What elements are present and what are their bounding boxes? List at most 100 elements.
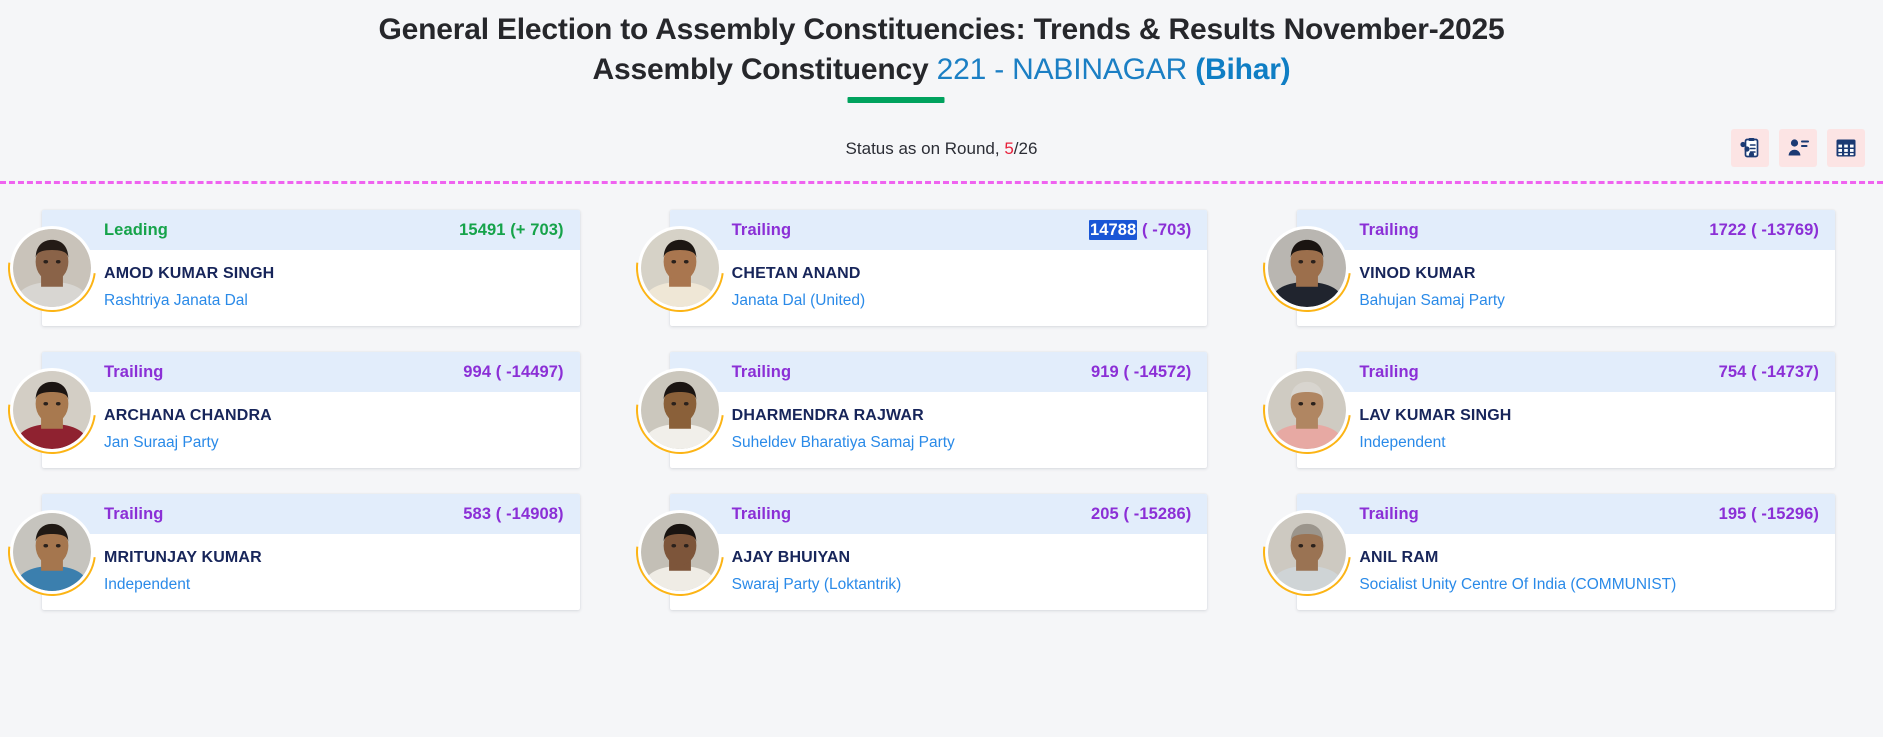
- candidate-photo: [640, 229, 719, 307]
- page-title-line2: Assembly Constituency 221 - NABINAGAR (B…: [0, 50, 1883, 103]
- vote-summary: 205 ( -15286): [1091, 505, 1191, 524]
- candidate-photo: [1268, 229, 1347, 307]
- candidate-party[interactable]: Rashtriya Janata Dal: [104, 292, 248, 309]
- candidate-card[interactable]: Trailing 195 ( -15296) ANIL RAM Socialist U…: [1297, 494, 1835, 610]
- round-current: 5: [1004, 139, 1014, 158]
- vote-count: 14788: [1088, 219, 1138, 240]
- candidate-photo: [13, 229, 91, 307]
- page-header: General Election to Assembly Constituenc…: [0, 0, 1883, 184]
- candidate-card[interactable]: Leading 15491 (+ 703) AMOD KUMAR SINGH Rash…: [42, 210, 580, 326]
- candidate-photo: [13, 371, 91, 449]
- candidate-party[interactable]: Socialist Unity Centre Of India (COMMUNI…: [1359, 576, 1677, 593]
- vote-summary: 14788 ( -703): [1088, 219, 1192, 240]
- avatar: [1245, 348, 1370, 472]
- candidate-name: CHETAN ANAND: [731, 265, 861, 282]
- candidate-cell: Trailing 195 ( -15296) ANIL RAM Socialist U…: [1245, 490, 1883, 614]
- vote-summary: 583 ( -14908): [463, 505, 563, 524]
- candidate-card[interactable]: Trailing 919 ( -14572) DHARMENDRA RAJWAR Su…: [669, 352, 1208, 468]
- vote-margin: ( -14572): [1118, 362, 1192, 381]
- candidate-card[interactable]: Trailing 754 ( -14737) LAV KUMAR SINGH Inde…: [1297, 352, 1835, 468]
- avatar-inner: [1268, 371, 1347, 449]
- candidate-cell: Leading 15491 (+ 703) AMOD KUMAR SINGH Rash…: [0, 206, 628, 330]
- candidate-card-header: Trailing 14788 ( -703): [669, 210, 1208, 250]
- title-underline: [847, 97, 944, 103]
- vote-count: 994: [463, 362, 492, 381]
- avatar: [617, 348, 742, 472]
- vote-summary: 15491 (+ 703): [459, 221, 564, 240]
- status-row: Status as on Round, 5/26: [0, 127, 1883, 171]
- candidate-party[interactable]: Swaraj Party (Loktantrik): [731, 576, 902, 593]
- candidate-photo: [13, 513, 91, 591]
- candidate-card[interactable]: Trailing 205 ( -15286) AJAY BHUIYAN Swaraj …: [669, 494, 1208, 610]
- status-badge: Trailing: [104, 504, 164, 523]
- candidate-name: VINOD KUMAR: [1359, 265, 1476, 282]
- candidate-card-body: ANIL RAM Socialist Unity Centre Of India …: [1297, 534, 1835, 596]
- avatar-inner: [640, 371, 719, 449]
- avatar-inner: [13, 371, 91, 449]
- vote-margin: (+ 703): [505, 220, 564, 239]
- vote-summary: 919 ( -14572): [1091, 363, 1191, 382]
- vote-margin: ( -15296): [1746, 504, 1819, 523]
- candidate-party[interactable]: Independent: [104, 576, 191, 593]
- vote-summary: 195 ( -15296): [1719, 505, 1819, 524]
- avatar-inner: [1268, 229, 1347, 307]
- candidate-card-header: Trailing 583 ( -14908): [42, 494, 580, 534]
- constituency-name[interactable]: NABINAGAR: [1012, 53, 1188, 86]
- vote-margin: ( -14497): [491, 362, 564, 381]
- constituencywise-results-button[interactable]: [1731, 129, 1769, 167]
- table-grid-icon: [1834, 136, 1858, 160]
- candidate-party[interactable]: Suheldev Bharatiya Samaj Party: [731, 434, 955, 451]
- candidate-cell: Trailing 994 ( -14497) ARCHANA CHANDRA Jan …: [0, 348, 628, 472]
- candidate-card[interactable]: Trailing 994 ( -14497) ARCHANA CHANDRA Jan …: [42, 352, 580, 468]
- vote-margin: ( -703): [1137, 220, 1192, 239]
- avatar: [1245, 490, 1370, 614]
- page-title-line1: General Election to Assembly Constituenc…: [378, 13, 1505, 46]
- avatar: [0, 490, 114, 614]
- status-badge: Trailing: [1359, 362, 1419, 381]
- candidate-name: AMOD KUMAR SINGH: [104, 265, 275, 282]
- candidate-photo: [1268, 371, 1347, 449]
- avatar-inner: [640, 229, 719, 307]
- person-list-icon: [1786, 136, 1810, 160]
- vote-margin: ( -13769): [1746, 220, 1819, 239]
- candidate-party[interactable]: Jan Suraaj Party: [104, 434, 219, 451]
- candidate-card-header: Trailing 195 ( -15296): [1297, 494, 1835, 534]
- candidate-card-body: CHETAN ANAND Janata Dal (United): [670, 250, 1208, 312]
- candidate-card[interactable]: Trailing 14788 ( -703) CHETAN ANAND Janata …: [669, 210, 1208, 326]
- constituencywise-results-icon: [1738, 136, 1762, 160]
- candidate-party[interactable]: Bahujan Samaj Party: [1359, 292, 1505, 309]
- avatar-inner: [13, 229, 91, 307]
- candidate-cell: Trailing 583 ( -14908) MRITUNJAY KUMAR Inde…: [0, 490, 628, 614]
- state-name[interactable]: (Bihar): [1195, 53, 1291, 86]
- candidate-cell: Trailing 754 ( -14737) LAV KUMAR SINGH Inde…: [1245, 348, 1883, 472]
- roundwise-table-button[interactable]: [1827, 129, 1865, 167]
- candidate-card-body: ARCHANA CHANDRA Jan Suraaj Party: [42, 392, 580, 454]
- candidate-photo: [640, 371, 719, 449]
- status-badge: Trailing: [1359, 504, 1419, 523]
- candidate-grid: Leading 15491 (+ 703) AMOD KUMAR SINGH Rash…: [0, 184, 1883, 614]
- candidate-name: LAV KUMAR SINGH: [1359, 407, 1512, 424]
- candidate-card[interactable]: Trailing 1722 ( -13769) VINOD KUMAR Bahujan…: [1297, 210, 1835, 326]
- vote-summary: 1722 ( -13769): [1709, 221, 1819, 240]
- vote-count: 15491: [459, 220, 506, 239]
- vote-count: 1722: [1709, 220, 1747, 239]
- status-badge: Leading: [104, 220, 168, 239]
- avatar-inner: [640, 513, 719, 591]
- candidate-card-body: AJAY BHUIYAN Swaraj Party (Loktantrik): [670, 534, 1208, 596]
- vote-margin: ( -14737): [1746, 362, 1819, 381]
- round-status: Status as on Round, 5/26: [0, 127, 1883, 171]
- status-badge: Trailing: [731, 220, 792, 239]
- avatar: [0, 348, 114, 472]
- candidate-card[interactable]: Trailing 583 ( -14908) MRITUNJAY KUMAR Inde…: [42, 494, 580, 610]
- constituency-number[interactable]: 221: [936, 53, 987, 86]
- vote-summary: 994 ( -14497): [463, 363, 563, 382]
- vote-summary: 754 ( -14737): [1719, 363, 1819, 382]
- candidatewise-results-button[interactable]: [1779, 129, 1817, 167]
- candidate-name: AJAY BHUIYAN: [731, 549, 851, 566]
- status-badge: Trailing: [731, 362, 792, 381]
- candidate-card-header: Trailing 1722 ( -13769): [1297, 210, 1835, 250]
- vote-count: 583: [463, 504, 492, 523]
- candidate-photo: [1268, 513, 1347, 591]
- candidate-party[interactable]: Independent: [1359, 434, 1446, 451]
- candidate-party[interactable]: Janata Dal (United): [731, 292, 866, 309]
